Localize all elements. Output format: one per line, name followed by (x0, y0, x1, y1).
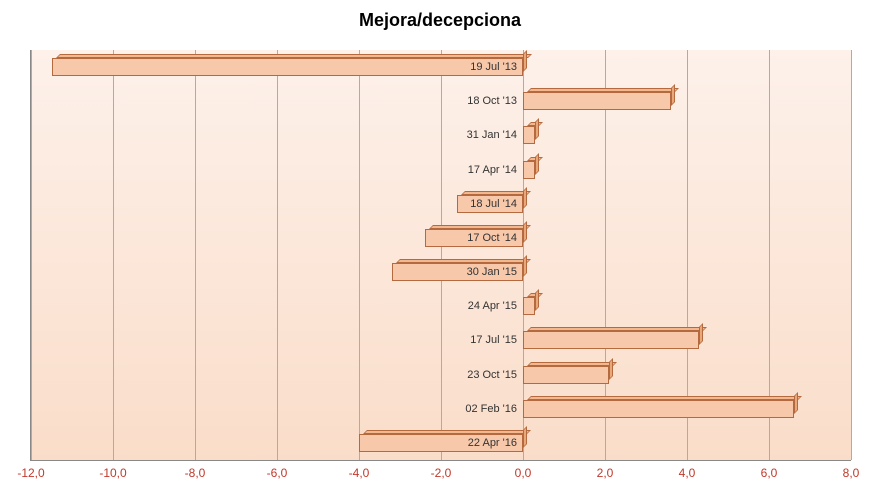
bar-3d-side (523, 50, 527, 72)
x-tick-label: -6,0 (267, 466, 288, 480)
bar-row: 17 Apr '14 (31, 161, 851, 179)
gridline (277, 50, 278, 460)
gridline (523, 50, 524, 460)
bar-row: 18 Jul '14 (31, 195, 851, 213)
x-tick-label: 8,0 (843, 466, 860, 480)
bar-3d-side (609, 358, 613, 380)
gridline (851, 50, 852, 460)
bar-row: 22 Apr '16 (31, 434, 851, 452)
category-label: 17 Jul '15 (470, 334, 517, 346)
category-label: 31 Jan '14 (467, 129, 517, 141)
bar (523, 161, 535, 179)
bar (523, 92, 671, 110)
category-label: 18 Oct '13 (467, 95, 517, 107)
category-label: 23 Oct '15 (467, 369, 517, 381)
bar-row: 23 Oct '15 (31, 366, 851, 384)
bar-row: 31 Jan '14 (31, 126, 851, 144)
category-label: 02 Feb '16 (465, 403, 517, 415)
x-tick-label: 6,0 (761, 466, 778, 480)
bar-row: 24 Apr '15 (31, 297, 851, 315)
bar (523, 331, 699, 349)
x-tick-label: -8,0 (185, 466, 206, 480)
gridline (31, 50, 32, 460)
bar-row: 02 Feb '16 (31, 400, 851, 418)
bar-row: 19 Jul '13 (31, 58, 851, 76)
category-label: 22 Apr '16 (468, 437, 517, 449)
bar-3d-side (699, 323, 703, 345)
bar-3d-side (523, 255, 527, 277)
gridline (359, 50, 360, 460)
bar (523, 366, 609, 384)
bar (523, 126, 535, 144)
category-label: 30 Jan '15 (467, 266, 517, 278)
category-label: 19 Jul '13 (470, 61, 517, 73)
gridline (195, 50, 196, 460)
x-tick-label: -12,0 (17, 466, 44, 480)
bar-3d-side (535, 118, 539, 140)
chart-container: Mejora/decepciona -12,0-10,0-8,0-6,0-4,0… (0, 0, 880, 500)
bar-3d-side (523, 426, 527, 448)
bar-3d-side (523, 221, 527, 243)
plot-area: -12,0-10,0-8,0-6,0-4,0-2,00,02,04,06,08,… (30, 50, 851, 461)
chart-title: Mejora/decepciona (0, 10, 880, 31)
bar-3d-side (523, 187, 527, 209)
bar-row: 17 Oct '14 (31, 229, 851, 247)
category-label: 24 Apr '15 (468, 300, 517, 312)
bar-row: 18 Oct '13 (31, 92, 851, 110)
x-tick-label: 4,0 (679, 466, 696, 480)
gridline (113, 50, 114, 460)
bar-3d-side (794, 392, 798, 414)
bar-row: 30 Jan '15 (31, 263, 851, 281)
bar-3d-side (671, 84, 675, 106)
bar (52, 58, 524, 76)
x-tick-label: -2,0 (431, 466, 452, 480)
x-tick-label: -10,0 (99, 466, 126, 480)
bar-3d-side (535, 153, 539, 175)
bar-row: 17 Jul '15 (31, 331, 851, 349)
category-label: 18 Jul '14 (470, 198, 517, 210)
bar (523, 297, 535, 315)
x-tick-label: 2,0 (597, 466, 614, 480)
bar-3d-side (535, 289, 539, 311)
category-label: 17 Apr '14 (468, 164, 517, 176)
category-label: 17 Oct '14 (467, 232, 517, 244)
x-tick-label: 0,0 (515, 466, 532, 480)
x-tick-label: -4,0 (349, 466, 370, 480)
bar (523, 400, 794, 418)
gridline (441, 50, 442, 460)
